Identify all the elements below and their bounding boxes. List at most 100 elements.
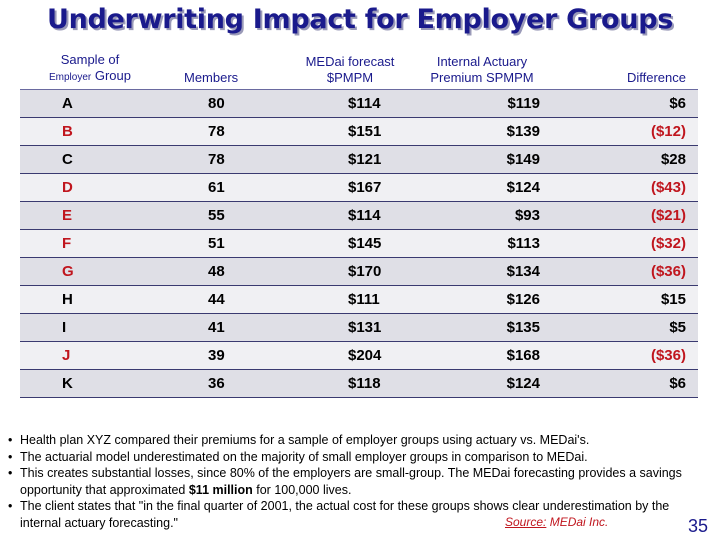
bullet-icon: • xyxy=(8,449,13,464)
cell-premium: $93 xyxy=(412,201,552,230)
cell-forecast: $118 xyxy=(288,369,412,398)
cell-members: 44 xyxy=(160,285,288,314)
note-text-3-post: for 100,000 lives. xyxy=(252,482,352,497)
cell-members: 61 xyxy=(160,173,288,202)
cell-members: 80 xyxy=(160,89,288,118)
header-actuary-premium-line1: Internal Actuary xyxy=(436,54,528,69)
cell-premium: $119 xyxy=(412,89,552,118)
table-row: H 44 $111 $126 $15 xyxy=(20,285,698,314)
header-employer-group-line2: Group xyxy=(94,68,131,83)
table-header-row: Sample of Employer Group Members MEDai f… xyxy=(20,46,698,90)
cell-group: H xyxy=(20,285,160,314)
cell-group: E xyxy=(20,201,160,230)
note-text-3-bold: $11 million xyxy=(188,482,253,497)
cell-difference: $6 xyxy=(552,369,698,398)
cell-group: B xyxy=(20,117,160,146)
underwriting-table-container: Sample of Employer Group Members MEDai f… xyxy=(20,46,698,398)
cell-difference: $15 xyxy=(552,285,698,314)
cell-forecast: $151 xyxy=(288,117,412,146)
cell-difference: $6 xyxy=(552,89,698,118)
page-number: 35 xyxy=(688,516,709,536)
cell-difference: $5 xyxy=(552,313,698,342)
header-medai-forecast-line2: $PMPM xyxy=(326,70,374,85)
cell-difference: ($36) xyxy=(552,257,698,286)
cell-difference: ($21) xyxy=(552,201,698,230)
table-row: D 61 $167 $124 ($43) xyxy=(20,173,698,202)
header-medai-forecast: MEDai forecast $PMPM xyxy=(288,46,412,90)
cell-premium: $124 xyxy=(412,173,552,202)
table-body: A 80 $114 $119 $6 B 78 $151 $139 ($12) C 78 $121 $149… xyxy=(20,89,698,398)
cell-premium: $134 xyxy=(412,257,552,286)
cell-difference: ($36) xyxy=(552,341,698,370)
table-row: I 41 $131 $135 $5 xyxy=(20,313,698,342)
cell-group: F xyxy=(20,229,160,258)
table-row: A 80 $114 $119 $6 xyxy=(20,89,698,118)
cell-group: G xyxy=(20,257,160,286)
cell-group: C xyxy=(20,145,160,174)
cell-members: 78 xyxy=(160,117,288,146)
cell-group: A xyxy=(20,89,160,118)
cell-premium: $168 xyxy=(412,341,552,370)
cell-members: 51 xyxy=(160,229,288,258)
cell-group: I xyxy=(20,313,160,342)
note-item-2: • The actuarial model underestimated on … xyxy=(8,449,712,466)
table-row: B 78 $151 $139 ($12) xyxy=(20,117,698,146)
cell-premium: $113 xyxy=(412,229,552,258)
cell-forecast: $145 xyxy=(288,229,412,258)
note-text-4: The client states that "in the final qua… xyxy=(20,499,670,530)
table-row: G 48 $170 $134 ($36) xyxy=(20,257,698,286)
cell-members: 78 xyxy=(160,145,288,174)
cell-forecast: $167 xyxy=(288,173,412,202)
cell-forecast: $121 xyxy=(288,145,412,174)
note-text-2: The actuarial model underestimated on th… xyxy=(20,449,588,464)
cell-forecast: $170 xyxy=(288,257,412,286)
cell-forecast: $204 xyxy=(288,341,412,370)
header-actuary-premium: Internal Actuary Premium SPMPM xyxy=(412,46,552,90)
table-row: E 55 $114 $93 ($21) xyxy=(20,201,698,230)
cell-premium: $149 xyxy=(412,145,552,174)
header-medai-forecast-line1: MEDai forecast xyxy=(305,54,395,69)
bullet-icon: • xyxy=(8,499,13,513)
cell-forecast: $111 xyxy=(288,285,412,314)
cell-members: 36 xyxy=(160,369,288,398)
header-employer-group-small: Employer xyxy=(48,72,92,83)
cell-members: 55 xyxy=(160,201,288,230)
cell-forecast: $114 xyxy=(288,201,412,230)
cell-premium: $135 xyxy=(412,313,552,342)
note-item-4: • The client states that "in the final q… xyxy=(8,498,712,531)
underwriting-table: Sample of Employer Group Members MEDai f… xyxy=(20,46,698,398)
header-employer-group: Sample of Employer Group xyxy=(20,46,160,90)
note-text-1: Health plan XYZ compared their premiums … xyxy=(20,433,590,447)
cell-group: D xyxy=(20,173,160,202)
table-row: K 36 $118 $124 $6 xyxy=(20,369,698,398)
cell-group: J xyxy=(20,341,160,370)
header-actuary-premium-line2: Premium SPMPM xyxy=(430,70,534,85)
bullet-icon: • xyxy=(8,466,13,480)
source-label: Source: xyxy=(505,515,547,529)
header-employer-group-line1: Sample of xyxy=(60,52,120,67)
cell-difference: ($43) xyxy=(552,173,698,202)
cell-premium: $139 xyxy=(412,117,552,146)
cell-group: K xyxy=(20,369,160,398)
cell-difference: ($12) xyxy=(552,117,698,146)
cell-difference: $28 xyxy=(552,145,698,174)
source-credit: Source: MEDai Inc. xyxy=(505,515,608,529)
cell-members: 48 xyxy=(160,257,288,286)
table-row: F 51 $145 $113 ($32) xyxy=(20,229,698,258)
bullet-icon: • xyxy=(8,433,13,447)
note-item-3: • This creates substantial losses, since… xyxy=(8,465,712,498)
source-text: MEDai Inc. xyxy=(546,515,609,529)
cell-members: 39 xyxy=(160,341,288,370)
cell-premium: $126 xyxy=(412,285,552,314)
page-title: Underwriting Impact for Employer Groups xyxy=(46,4,674,35)
cell-members: 41 xyxy=(160,313,288,342)
cell-difference: ($32) xyxy=(552,229,698,258)
note-item-1: • Health plan XYZ compared their premium… xyxy=(8,432,712,449)
note-text-3-pre: This creates substantial losses, since 8… xyxy=(20,466,682,497)
header-members: Members xyxy=(160,46,288,90)
header-difference: Difference xyxy=(552,46,698,90)
table-row: C 78 $121 $149 $28 xyxy=(20,145,698,174)
notes-list: • Health plan XYZ compared their premium… xyxy=(8,432,712,531)
cell-premium: $124 xyxy=(412,369,552,398)
cell-forecast: $131 xyxy=(288,313,412,342)
